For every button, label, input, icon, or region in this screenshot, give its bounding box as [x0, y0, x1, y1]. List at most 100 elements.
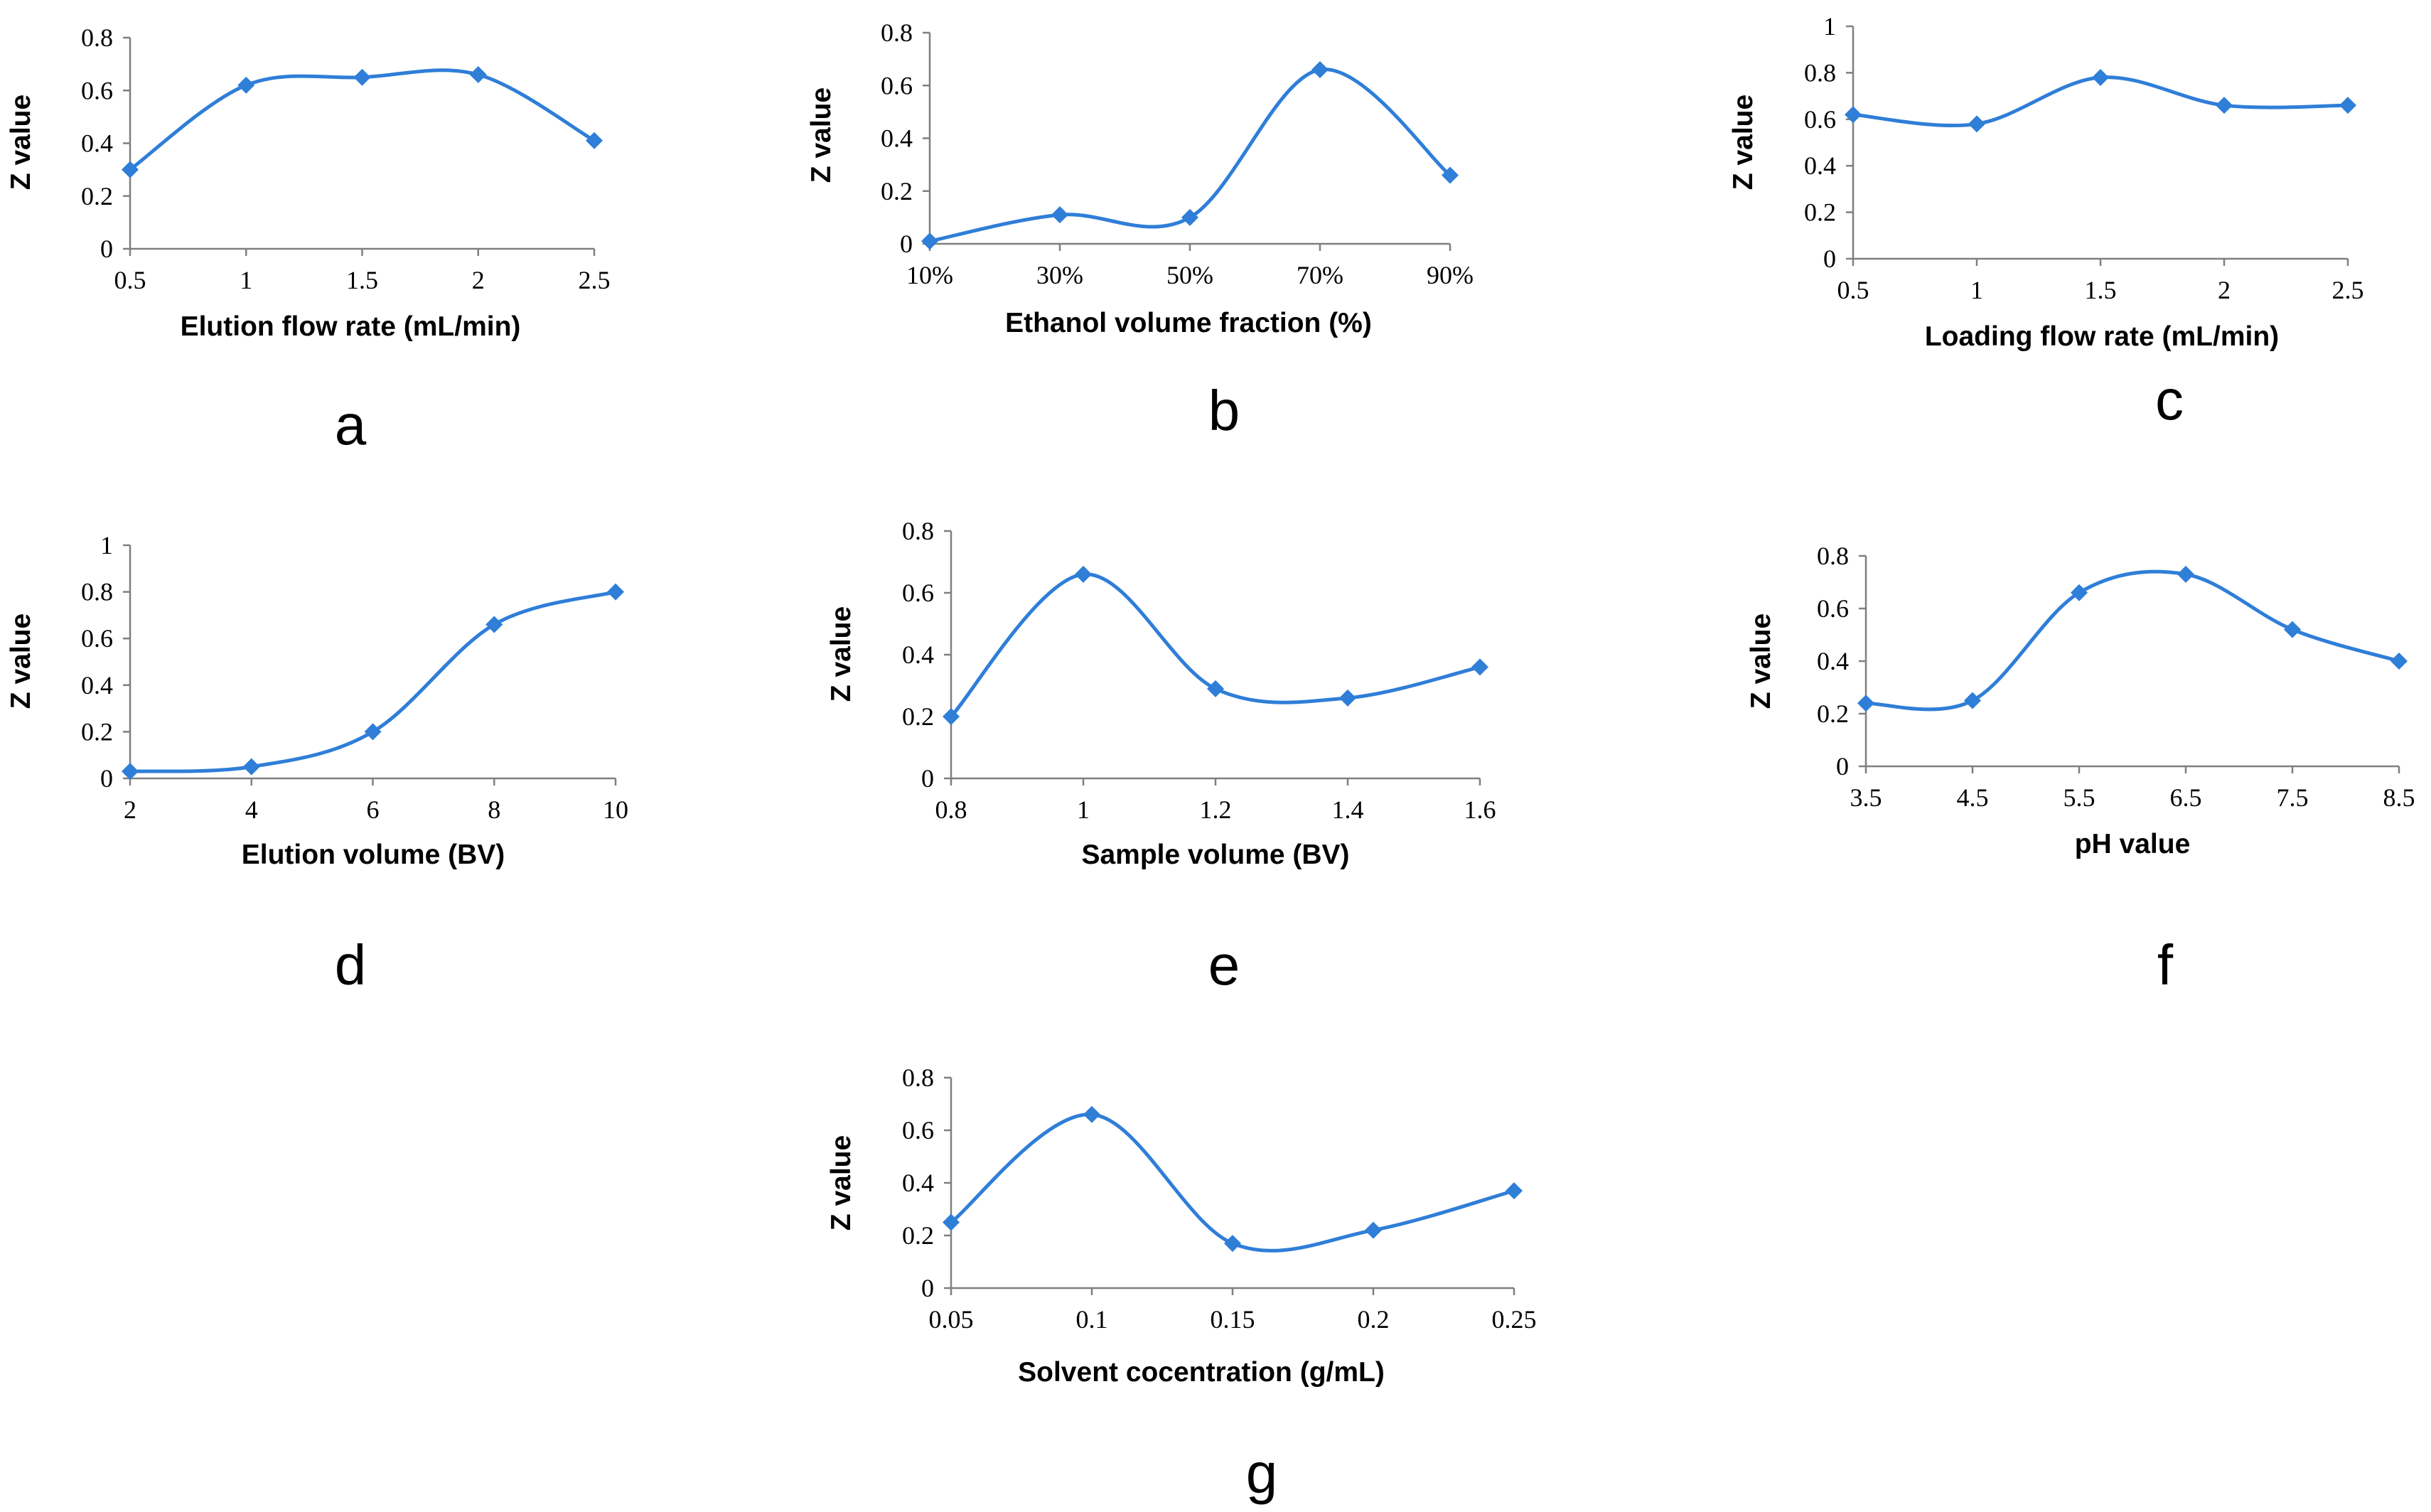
panel-letter: b — [1208, 379, 1240, 442]
panel-letter: f — [2157, 933, 2174, 997]
x-tick-label: 6.5 — [2170, 783, 2202, 812]
x-tick-label: 5.5 — [2064, 783, 2095, 812]
chart-panel-c: 0 0.2 0.4 0.6 0.8 1 0.5 1 1.5 2 2.5 Loading flow ra… — [1728, 12, 2364, 431]
x-axis-label: Loading flow rate (mL/min) — [1925, 321, 2279, 352]
x-tick-label: 1.4 — [1332, 795, 1364, 824]
x-tick-label: 0.5 — [114, 266, 146, 294]
chart-panel-a: 0 0.2 0.4 0.6 0.8 0.5 1 1.5 2 2.5 Elution flow rat… — [6, 23, 611, 456]
data-point-diamond — [364, 723, 382, 741]
series-line — [1865, 569, 2400, 712]
x-tick-label: 3.5 — [1850, 783, 1882, 812]
x-axis-label: Ethanol volume fraction (%) — [1005, 308, 1372, 338]
y-tick-label: 0.4 — [902, 640, 934, 669]
data-point-diamond — [1207, 680, 1224, 697]
y-tick-label: 0.6 — [81, 624, 113, 653]
y-tick-label: 0 — [900, 230, 913, 258]
x-tick-label: 6 — [367, 795, 380, 824]
y-axis-label: Z value — [806, 87, 837, 183]
x-tick-label: 1.5 — [2085, 276, 2117, 304]
y-tick-label: 0.2 — [1817, 699, 1849, 728]
x-tick-label: 2.5 — [579, 266, 611, 294]
y-tick-label: 0.6 — [1817, 594, 1849, 623]
data-point-diamond — [2284, 621, 2301, 638]
x-tick-label: 2.5 — [2332, 276, 2364, 304]
data-point-diamond — [2071, 584, 2088, 601]
y-tick-label: 0 — [1823, 245, 1836, 273]
y-tick-label: 0.8 — [1804, 58, 1836, 87]
chart-panel-b: 0 0.2 0.4 0.6 0.8 10% 30% 50% 70% 90% Ethanol volu… — [806, 18, 1474, 442]
panel-letter: d — [335, 933, 367, 997]
y-tick-label: 0.6 — [902, 579, 934, 607]
chart-panel-f: 0 0.2 0.4 0.6 0.8 3.5 4.5 5.5 6.5 7.5 8.5 pH value Z… — [1746, 542, 2415, 997]
data-point-diamond — [2390, 653, 2408, 670]
x-tick-label: 2 — [2218, 276, 2231, 304]
y-axis-label: Z value — [6, 613, 36, 709]
x-tick-label: 0.8 — [935, 795, 967, 824]
y-tick-label: 0.4 — [81, 129, 113, 158]
y-tick-label: 0 — [921, 764, 934, 793]
y-tick-label: 0.2 — [881, 177, 913, 205]
data-point-diamond — [237, 76, 255, 94]
x-tick-label: 0.25 — [1492, 1305, 1537, 1334]
y-tick-label: 0.8 — [81, 23, 113, 52]
y-tick-label: 0.4 — [902, 1169, 934, 1197]
y-axis-label: Z value — [826, 606, 857, 702]
x-tick-label: 1 — [240, 266, 252, 294]
y-axis-label: Z value — [1728, 95, 1759, 190]
x-tick-label: 1.5 — [346, 266, 378, 294]
y-tick-label: 0.6 — [1804, 105, 1836, 134]
y-tick-label: 0.2 — [902, 1221, 934, 1250]
data-point-diamond — [1471, 658, 1488, 676]
chart-panel-d: 0 0.2 0.4 0.6 0.8 1 2 4 6 8 10 Elution volume (BV) Z… — [6, 531, 628, 997]
x-axis-label: Solvent cocentration (g/mL) — [1018, 1357, 1385, 1388]
x-tick-label: 1 — [1077, 795, 1090, 824]
x-tick-label: 4 — [245, 795, 258, 824]
data-point-diamond — [122, 763, 139, 781]
y-tick-label: 0.4 — [1804, 151, 1836, 180]
x-tick-label: 0.5 — [1837, 276, 1869, 304]
data-point-diamond — [1845, 106, 1862, 124]
y-tick-label: 0.4 — [1817, 647, 1849, 675]
data-point-diamond — [586, 132, 603, 149]
data-point-diamond — [607, 583, 624, 601]
data-point-diamond — [1506, 1182, 1523, 1200]
x-tick-label: 4.5 — [1957, 783, 1989, 812]
x-tick-label: 0.2 — [1358, 1305, 1390, 1334]
y-tick-label: 0.6 — [81, 76, 113, 104]
data-point-diamond — [1365, 1221, 1382, 1239]
y-tick-label: 0.6 — [881, 71, 913, 100]
data-point-diamond — [2092, 68, 2109, 86]
y-tick-label: 0.8 — [902, 1063, 934, 1092]
x-axis-label: pH value — [2075, 829, 2191, 859]
x-tick-label: 2 — [124, 795, 136, 824]
y-tick-label: 0 — [1836, 752, 1849, 781]
data-point-diamond — [943, 1213, 960, 1231]
data-point-diamond — [943, 708, 960, 725]
data-point-diamond — [122, 161, 139, 178]
x-tick-label: 1 — [1970, 276, 1983, 304]
y-axis-label: Z value — [6, 95, 36, 190]
data-point-diamond — [1075, 565, 1092, 583]
x-tick-label: 50% — [1166, 261, 1213, 289]
series-line — [929, 68, 1451, 243]
x-tick-label: 90% — [1427, 261, 1474, 289]
y-tick-label: 0.2 — [902, 702, 934, 731]
data-point-diamond — [485, 616, 503, 633]
data-point-diamond — [469, 65, 487, 83]
y-tick-label: 1 — [1823, 12, 1836, 41]
x-tick-label: 0.1 — [1076, 1305, 1108, 1334]
y-tick-label: 0.8 — [902, 517, 934, 545]
data-point-diamond — [1224, 1235, 1241, 1253]
x-tick-label: 7.5 — [2277, 783, 2309, 812]
data-point-diamond — [1968, 115, 1985, 133]
data-point-diamond — [1181, 208, 1198, 226]
x-tick-label: 10% — [906, 261, 953, 289]
y-tick-label: 0 — [100, 764, 113, 793]
y-tick-label: 0.4 — [81, 671, 113, 699]
data-point-diamond — [1339, 689, 1356, 707]
panel-letter: g — [1246, 1442, 1278, 1505]
chart-panel-g: 0 0.2 0.4 0.6 0.8 0.05 0.1 0.15 0.2 0.25 Solvent c… — [826, 1063, 1537, 1505]
x-tick-label: 8.5 — [2383, 783, 2415, 812]
y-tick-label: 0.2 — [81, 717, 113, 746]
